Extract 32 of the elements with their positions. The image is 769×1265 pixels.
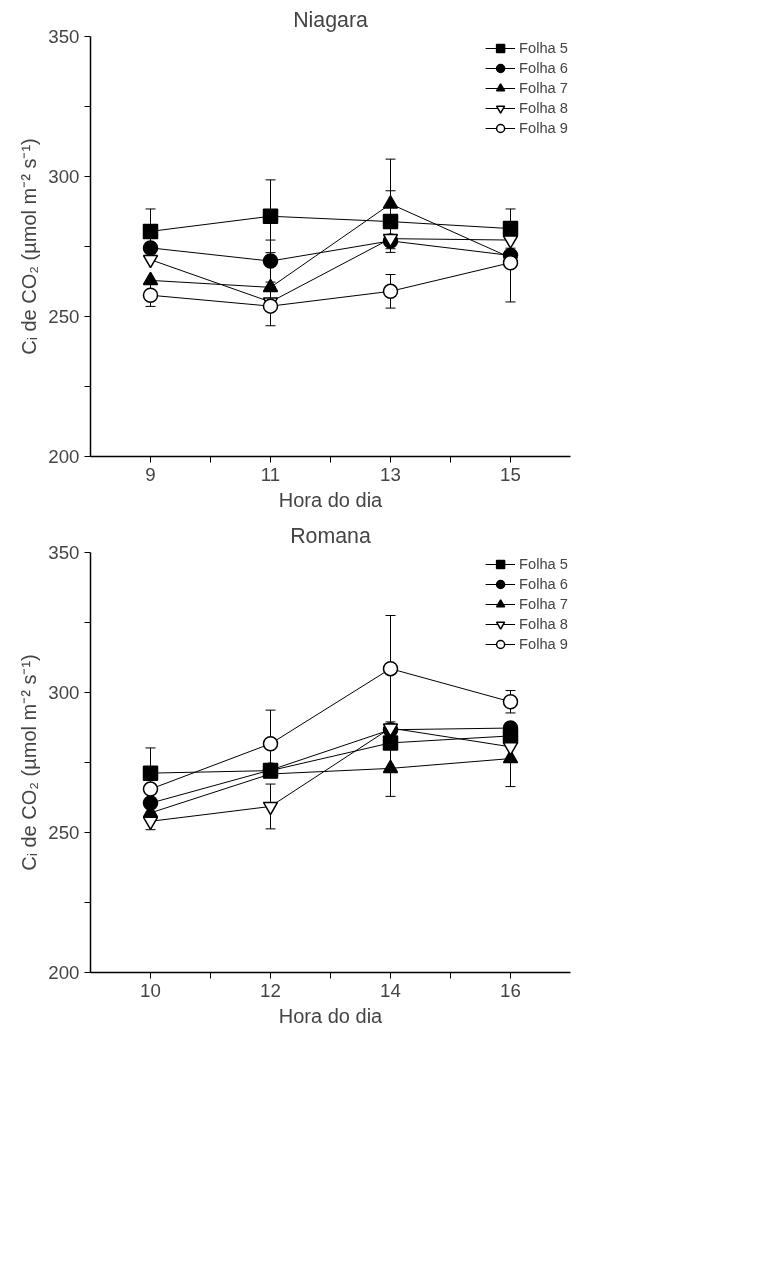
y-tick-label: 300: [48, 166, 80, 187]
x-axis-title: Hora do dia: [278, 1004, 384, 1027]
y-tick-label: 350: [48, 542, 80, 563]
y-tick-label: 250: [48, 822, 80, 843]
legend-label: Folha 7: [519, 80, 568, 96]
x-tick-label: 12: [260, 979, 281, 1001]
x-tick-label: 9: [145, 463, 156, 485]
legend-label: Folha 6: [519, 576, 568, 592]
y-axis-title: Cᵢ de CO₂ (µmol m⁻² s⁻¹): [18, 654, 41, 871]
x-tick-label: 15: [500, 463, 521, 485]
legend-label: Folha 5: [519, 40, 568, 56]
x-tick-label: 13: [380, 463, 401, 485]
y-tick-label: 200: [48, 962, 80, 983]
chart-title: Niagara: [293, 7, 368, 32]
x-tick-label: 10: [140, 979, 161, 1001]
legend-label: Folha 5: [519, 556, 568, 572]
legend-label: Folha 8: [519, 100, 568, 116]
x-tick-label: 11: [260, 463, 281, 485]
y-tick-label: 250: [48, 306, 80, 327]
x-axis-title: Hora do dia: [278, 488, 384, 511]
y-tick-label: 350: [48, 26, 80, 47]
legend-label: Folha 7: [519, 596, 568, 612]
legend-label: Folha 6: [519, 60, 568, 76]
x-tick-label: 16: [500, 979, 521, 1001]
y-tick-label: 200: [48, 446, 80, 467]
y-tick-label: 300: [48, 682, 80, 703]
y-axis-title: Cᵢ de CO₂ (µmol m⁻² s⁻¹): [18, 138, 41, 355]
x-tick-label: 14: [380, 979, 401, 1001]
legend-label: Folha 9: [519, 120, 568, 136]
legend-label: Folha 9: [519, 636, 568, 652]
legend-label: Folha 8: [519, 616, 568, 632]
chart-title: Romana: [290, 523, 371, 548]
